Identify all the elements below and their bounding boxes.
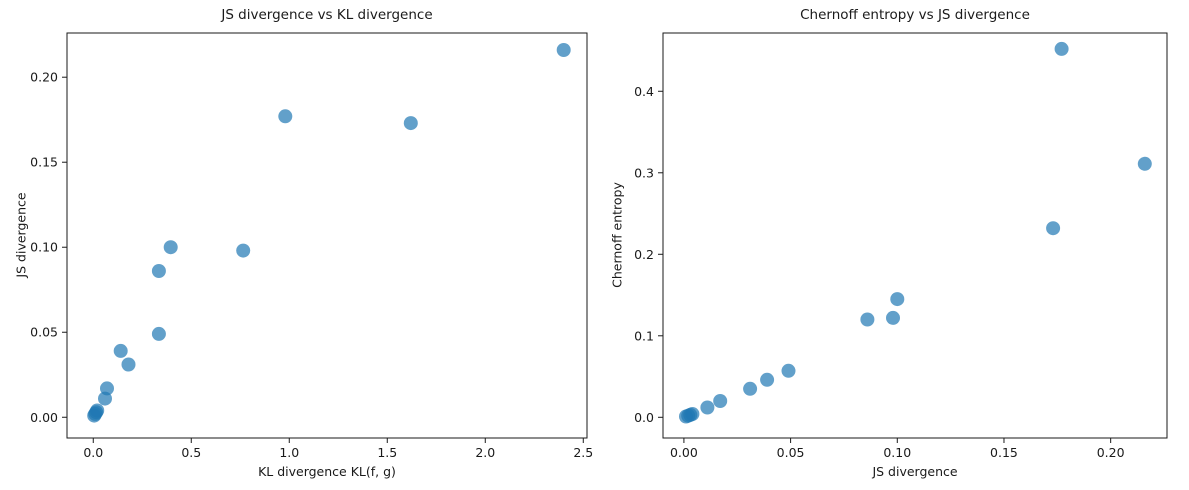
y-tick-label: 0.20 (30, 70, 58, 85)
data-point (743, 381, 758, 396)
x-tick-label: 2.0 (475, 445, 495, 460)
data-point (113, 343, 128, 358)
y-tick-label: 0.4 (634, 84, 654, 99)
data-point (163, 240, 178, 255)
x-tick-label: 0.15 (990, 445, 1018, 460)
x-tick-label: 0.05 (777, 445, 805, 460)
data-point (1054, 41, 1069, 56)
data-point (403, 116, 418, 131)
data-point (100, 381, 114, 396)
y-tick-label: 0.15 (30, 155, 58, 170)
right-plot-yaxis-label: Chernoff entropy (609, 182, 625, 288)
data-point (860, 312, 875, 327)
subplot-right: 0.00 0.05 0.10 0.15 0.20 0.0 0.1 0.2 0.3 0.4 (634, 32, 1168, 460)
subplot-left: 0.0 0.5 1.0 1.5 2.0 2.5 0.00 0.05 0.10 0.15 0.20 (30, 32, 593, 460)
left-plot-yaxis-label: JS divergence (13, 192, 29, 278)
y-tick-label: 0.0 (634, 410, 654, 425)
data-point (760, 372, 775, 387)
y-tick-label: 0.2 (634, 247, 654, 262)
y-tick-label: 0.05 (30, 325, 58, 340)
x-tick-label: 1.5 (377, 445, 397, 460)
data-point (685, 407, 700, 421)
data-point (278, 109, 293, 124)
right-plot-title: Chernoff entropy vs JS divergence (800, 7, 1030, 23)
data-point (90, 403, 105, 418)
left-plot-title: JS divergence vs KL divergence (221, 7, 433, 23)
data-point (151, 264, 166, 278)
x-tick-label: 2.5 (573, 445, 593, 460)
x-tick-label: 1.0 (279, 445, 299, 460)
axes-spines (66, 32, 588, 439)
right-plot-xaxis-label: JS divergence (872, 464, 958, 479)
data-point (700, 400, 715, 415)
data-point (121, 357, 136, 372)
y-tick-label: 0.1 (634, 328, 654, 343)
data-point (886, 310, 900, 325)
data-point (1046, 221, 1061, 236)
x-tick-label: 0.00 (670, 445, 698, 460)
x-tick-label: 0.0 (83, 445, 103, 460)
x-tick-label: 0.20 (1097, 445, 1125, 460)
data-point (1137, 156, 1152, 171)
data-point (713, 394, 728, 408)
data-point (236, 243, 251, 258)
y-tick-label: 0.3 (634, 165, 654, 180)
data-point (556, 43, 571, 57)
y-tick-label: 0.10 (30, 240, 58, 255)
data-point (890, 292, 905, 307)
left-plot-xaxis-label: KL divergence KL(f, g) (258, 464, 396, 479)
data-point (151, 326, 166, 341)
y-tick-label: 0.00 (30, 410, 58, 425)
axes-spines (662, 32, 1168, 439)
x-tick-label: 0.5 (181, 445, 201, 460)
x-tick-label: 0.10 (883, 445, 911, 460)
data-point (781, 363, 796, 378)
